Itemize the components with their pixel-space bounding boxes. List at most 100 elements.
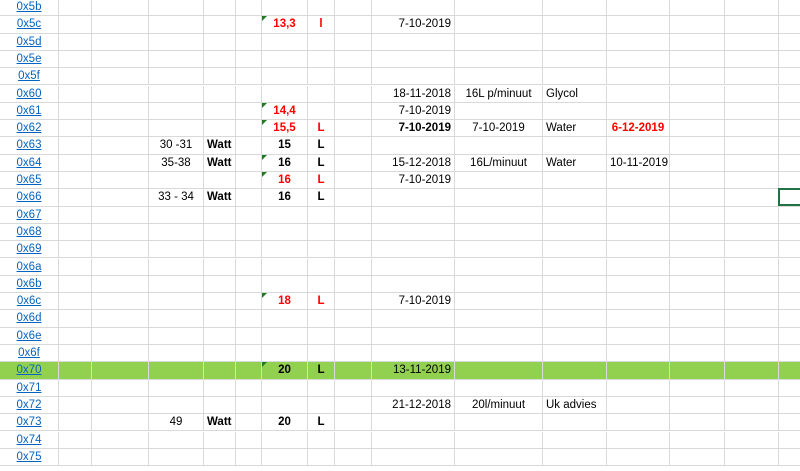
empty-cell[interactable]: [725, 448, 779, 466]
cell-power[interactable]: [149, 120, 204, 137]
empty-cell[interactable]: [725, 189, 779, 206]
cell-unit[interactable]: [204, 206, 236, 223]
empty-cell[interactable]: [59, 345, 92, 362]
empty-cell[interactable]: [670, 414, 725, 431]
cell-power[interactable]: [149, 50, 204, 68]
cell-unit2[interactable]: [308, 379, 335, 396]
empty-cell[interactable]: [779, 224, 800, 240]
cell-unit2[interactable]: [308, 241, 335, 258]
cell-power[interactable]: 35-38: [149, 154, 204, 171]
empty-cell[interactable]: [670, 137, 725, 154]
empty-cell[interactable]: [779, 155, 800, 171]
cell-unit2[interactable]: [308, 102, 335, 120]
cell-medium[interactable]: [543, 189, 607, 206]
empty-cell[interactable]: [670, 275, 725, 293]
empty-cell[interactable]: [236, 345, 262, 362]
cell-power[interactable]: [149, 223, 204, 241]
empty-cell[interactable]: [335, 137, 372, 154]
cell-power[interactable]: [149, 206, 204, 223]
empty-cell[interactable]: [670, 206, 725, 223]
empty-cell[interactable]: [670, 102, 725, 120]
empty-cell[interactable]: [236, 102, 262, 120]
cell-date3[interactable]: 6-12-2019: [607, 120, 670, 137]
comment-indicator-icon[interactable]: [262, 293, 267, 299]
cell-value[interactable]: [262, 241, 308, 258]
cell-hex[interactable]: 0x74: [0, 431, 59, 448]
cell-value[interactable]: 16: [262, 172, 308, 189]
cell-date3[interactable]: [607, 448, 670, 466]
comment-indicator-icon[interactable]: [262, 102, 267, 108]
empty-cell[interactable]: [92, 85, 149, 102]
cell-unit[interactable]: [204, 293, 236, 310]
empty-cell[interactable]: [59, 293, 92, 310]
cell-power[interactable]: [149, 327, 204, 344]
empty-cell[interactable]: [670, 172, 725, 189]
empty-cell[interactable]: [779, 16, 800, 32]
cell-flow[interactable]: [455, 16, 543, 33]
hex-link[interactable]: 0x6a: [16, 260, 42, 273]
empty-cell[interactable]: [236, 448, 262, 466]
empty-cell[interactable]: [236, 327, 262, 344]
comment-indicator-icon[interactable]: [262, 154, 267, 160]
empty-cell[interactable]: [670, 362, 725, 379]
cell-power[interactable]: [149, 293, 204, 310]
hex-link[interactable]: 0x64: [16, 156, 42, 169]
cell-medium[interactable]: [543, 275, 607, 293]
empty-cell[interactable]: [236, 293, 262, 310]
cell-unit2[interactable]: [308, 50, 335, 68]
empty-cell[interactable]: [59, 154, 92, 171]
cell-date3[interactable]: [607, 396, 670, 414]
empty-cell[interactable]: [725, 223, 779, 241]
empty-cell[interactable]: [725, 362, 779, 379]
empty-cell[interactable]: [236, 414, 262, 431]
cell-flow[interactable]: [455, 379, 543, 396]
empty-cell[interactable]: [335, 275, 372, 293]
hex-link[interactable]: 0x5d: [16, 35, 42, 48]
cell-date3[interactable]: [607, 414, 670, 431]
comment-indicator-icon[interactable]: [262, 172, 267, 177]
cell-unit[interactable]: [204, 172, 236, 189]
cell-date3[interactable]: [607, 137, 670, 154]
empty-cell[interactable]: [236, 120, 262, 137]
cell-medium[interactable]: [543, 258, 607, 275]
empty-cell[interactable]: [779, 362, 800, 378]
cell-unit2[interactable]: L: [308, 172, 335, 189]
hex-link[interactable]: 0x67: [16, 208, 42, 221]
cell-date3[interactable]: [607, 68, 670, 85]
cell-hex[interactable]: 0x5d: [0, 33, 59, 50]
hex-link[interactable]: 0x73: [16, 416, 42, 429]
empty-cell[interactable]: [725, 33, 779, 50]
cell-flow[interactable]: 16L/minuut: [455, 154, 543, 171]
cell-unit[interactable]: Watt: [204, 137, 236, 154]
empty-cell[interactable]: [59, 431, 92, 448]
cell-hex[interactable]: 0x66: [0, 189, 59, 206]
empty-cell[interactable]: [59, 362, 92, 379]
cell-date1[interactable]: [372, 258, 455, 275]
cell-medium[interactable]: [543, 293, 607, 310]
empty-cell[interactable]: [236, 362, 262, 379]
cell-power[interactable]: [149, 396, 204, 414]
selected-cell[interactable]: [778, 188, 800, 206]
empty-cell[interactable]: [779, 34, 800, 50]
cell-date1[interactable]: 13-11-2019: [372, 362, 455, 379]
empty-cell[interactable]: [670, 68, 725, 85]
empty-cell[interactable]: [92, 241, 149, 258]
empty-cell[interactable]: [59, 275, 92, 293]
cell-unit2[interactable]: [308, 448, 335, 466]
cell-flow[interactable]: [455, 50, 543, 68]
empty-cell[interactable]: [725, 154, 779, 171]
hex-link[interactable]: 0x6f: [18, 347, 40, 359]
empty-cell[interactable]: [779, 276, 800, 292]
cell-hex[interactable]: 0x61: [0, 102, 59, 120]
hex-link[interactable]: 0x63: [16, 139, 42, 152]
cell-date3[interactable]: [607, 258, 670, 275]
cell-date3[interactable]: [607, 241, 670, 258]
cell-date1[interactable]: [372, 414, 455, 431]
cell-date1[interactable]: [372, 431, 455, 448]
cell-power[interactable]: [149, 33, 204, 50]
empty-cell[interactable]: [670, 379, 725, 396]
cell-flow[interactable]: [455, 68, 543, 85]
cell-unit2[interactable]: L: [308, 137, 335, 154]
empty-cell[interactable]: [92, 327, 149, 344]
empty-cell[interactable]: [92, 396, 149, 414]
